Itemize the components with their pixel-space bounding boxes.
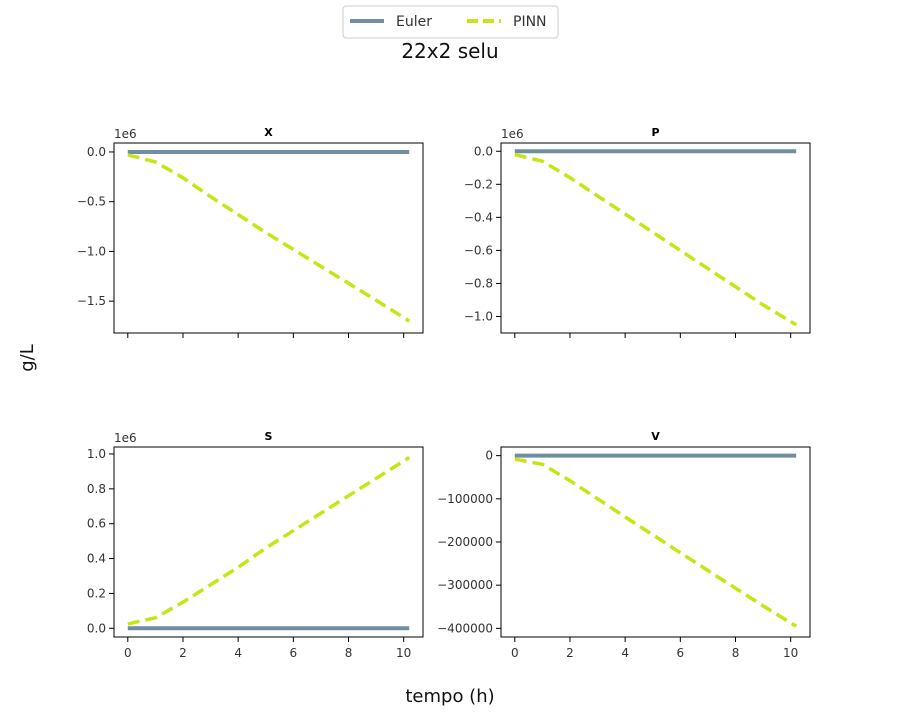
x-tick-label-s: 4 [234,646,242,660]
y-tick-label-p: −0.4 [464,210,493,224]
x-tick-label-s: 10 [396,646,411,660]
axes-frame-p [500,142,811,334]
x-tick-label-v: 10 [783,646,798,660]
series-pinn-line-x [127,153,411,323]
y-tick-label-p: −0.6 [464,243,493,257]
legend: Euler PINN [342,5,559,39]
y-axis-label: g/L [17,344,38,372]
y-tick-label-s: 0.4 [87,552,106,566]
y-tick-label-x: −1.5 [77,294,106,308]
legend-euler-label: Euler [396,14,432,30]
x-tick-label-s: 0 [124,646,132,660]
offset-text-p: 1e6 [501,127,524,141]
y-tick-label-s: 0.2 [87,586,106,600]
y-tick-label-v: −100000 [437,492,493,506]
x-tick-label-s: 2 [179,646,187,660]
x-tick-label-v: 0 [511,646,519,660]
y-tick-label-p: −0.8 [464,276,493,290]
panel-title-v: V [651,430,660,443]
legend-pinn-label: PINN [513,14,547,30]
figure-title: 22x2 selu [401,39,498,63]
x-tick-label-v: 6 [677,646,685,660]
y-tick-label-s: 0.0 [87,621,106,635]
y-tick-label-v: −200000 [437,535,493,549]
x-tick-label-s: 8 [345,646,353,660]
y-tick-label-s: 1.0 [87,447,106,461]
panel-s: S 1e6 0.0 0.2 0.4 0.6 0.8 1.0 0 2 4 6 8 10 [87,430,424,660]
x-tick-label-v: 8 [732,646,740,660]
y-tick-label-x: 0.0 [87,145,106,159]
x-tick-label-s: 6 [290,646,298,660]
axes-frame-x [113,142,424,334]
axes-frame-v [500,446,811,638]
panel-title-s: S [265,430,273,443]
series-pinn-line-v [514,457,798,628]
series-pinn-line-s [127,456,411,626]
y-tick-label-v: −400000 [437,621,493,635]
panel-title-x: X [264,126,273,139]
series-pinn-line-p [514,152,798,327]
legend-frame [342,5,559,39]
x-axis-label: tempo (h) [405,686,494,707]
x-tick-label-v: 4 [621,646,629,660]
y-tick-label-x: −0.5 [77,195,106,209]
y-tick-label-s: 0.8 [87,482,106,496]
panel-x: X 1e6 0.0 −0.5 −1.0 −1.5 [77,126,424,338]
y-tick-label-x: −1.0 [77,244,106,258]
y-tick-label-v: −300000 [437,578,493,592]
axes-frame-s [113,446,424,638]
offset-text-x: 1e6 [114,127,137,141]
y-tick-label-p: 0.0 [474,144,493,158]
y-tick-label-v: 0 [485,449,493,463]
x-tick-label-v: 2 [566,646,574,660]
y-tick-label-p: −0.2 [464,177,493,191]
panel-v: V 0 −100000 −200000 −300000 −400000 0 2 4 6 8 10 [437,430,811,660]
y-tick-label-s: 0.6 [87,517,106,531]
offset-text-s: 1e6 [114,431,137,445]
panel-p: P 1e6 0.0 −0.2 −0.4 −0.6 −0.8 −1.0 [464,126,811,338]
y-tick-label-p: −1.0 [464,309,493,323]
panel-title-p: P [651,126,659,139]
